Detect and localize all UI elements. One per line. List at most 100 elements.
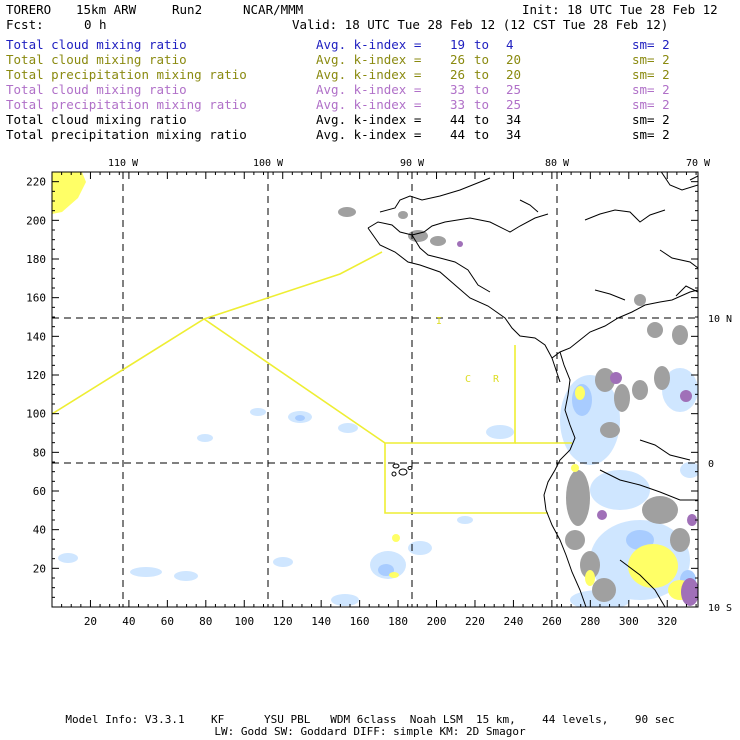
lat-label-10s: 10 S — [708, 603, 732, 614]
legend-smoothing: sm= 2 — [632, 97, 670, 112]
country-label-c: C — [465, 374, 471, 385]
x-tick-label: 180 — [388, 615, 408, 628]
gray-cloud-areas — [338, 207, 690, 602]
init-time: Init: 18 UTC Tue 28 Feb 12 — [522, 2, 718, 17]
legend-k-end: 34 — [506, 112, 522, 127]
lat-label-10n: 10 N — [708, 314, 732, 325]
legend-to: to — [474, 112, 490, 127]
x-tick-label: 300 — [619, 615, 639, 628]
map-frame — [51, 171, 699, 608]
valid-time: Valid: 18 UTC Tue 28 Feb 12 (12 CST Tue … — [292, 17, 669, 32]
legend-k-start: 19 — [450, 37, 466, 52]
y-tick-label: 120 — [26, 369, 46, 382]
country-label-r: R — [493, 374, 500, 385]
legend-row: Total precipitation mixing ratio Avg. k-i… — [6, 127, 734, 142]
legend-k-end: 4 — [506, 37, 514, 52]
legend-row: Total precipitation mixing ratio Avg. k-i… — [6, 97, 734, 112]
coastlines — [367, 172, 698, 607]
y-tick-label: 80 — [33, 446, 46, 459]
model-info-line: Model Info: V3.3.1 KF YSU PBL WDM 6class… — [65, 713, 675, 726]
legend-field: Total cloud mixing ratio — [6, 37, 187, 52]
legend-index: Avg. k-index = — [316, 67, 422, 82]
light-cloud-areas — [58, 368, 698, 607]
lon-label-100w: 100 W — [253, 158, 284, 169]
legend-row: Total cloud mixing ratio Avg. k-index = 26… — [6, 52, 734, 67]
y-tick-label: 140 — [26, 330, 46, 343]
legend-field: Total precipitation mixing ratio — [6, 67, 247, 82]
legend-index: Avg. k-index = — [316, 112, 422, 127]
y-tick-label: 20 — [33, 562, 46, 575]
x-tick-label: 160 — [350, 615, 370, 628]
legend-k-start: 26 — [450, 52, 466, 67]
x-tick-label: 120 — [273, 615, 293, 628]
legend-k-end: 25 — [506, 82, 522, 97]
zone-boundaries — [52, 251, 572, 514]
y-tick-label: 180 — [26, 253, 46, 266]
org-label: NCAR/MMM — [243, 2, 304, 17]
legend-index: Avg. k-index = — [316, 52, 422, 67]
purple-precip-areas — [457, 241, 698, 606]
legend-to: to — [474, 67, 490, 82]
lat-label-0: 0 — [708, 459, 714, 470]
lon-label-70w: 70 W — [686, 158, 711, 169]
legend-field: Total cloud mixing ratio — [6, 112, 187, 127]
legend-k-start: 44 — [450, 112, 466, 127]
legend-to: to — [474, 37, 490, 52]
legend-to: to — [474, 52, 490, 67]
forecast-label: Fcst: — [6, 17, 44, 32]
lon-label-80w: 80 W — [545, 158, 570, 169]
model-resolution: 15km ARW — [76, 2, 137, 17]
legend-k-end: 20 — [506, 52, 522, 67]
legend-row: Total cloud mixing ratio Avg. k-index = 33… — [6, 82, 734, 97]
legend-index: Avg. k-index = — [316, 82, 422, 97]
legend-k-start: 33 — [450, 97, 466, 112]
legend-row: Total cloud mixing ratio Avg. k-index = 19… — [6, 37, 734, 52]
y-tick-label: 220 — [26, 176, 46, 189]
x-tick-label: 40 — [122, 615, 135, 628]
legend-k-start: 33 — [450, 82, 466, 97]
legend-k-start: 26 — [450, 67, 466, 82]
legend-smoothing: sm= 2 — [632, 52, 670, 67]
legend-smoothing: sm= 2 — [632, 127, 670, 142]
y-tick-label: 100 — [26, 408, 46, 421]
x-tick-label: 320 — [657, 615, 677, 628]
y-tick-label: 60 — [33, 485, 46, 498]
run-label: Run2 — [172, 2, 203, 17]
y-tick-label: 40 — [33, 524, 46, 537]
legend-field: Total precipitation mixing ratio — [6, 97, 247, 112]
x-tick-label: 200 — [427, 615, 447, 628]
physics-info-line: LW: Godd SW: Goddard DIFF: simple KM: 2D… — [214, 725, 526, 738]
legend-row: Total cloud mixing ratio Avg. k-index = 44… — [6, 112, 734, 127]
y-tick-label: 160 — [26, 292, 46, 305]
legend-smoothing: sm= 2 — [632, 112, 670, 127]
x-tick-label: 140 — [311, 615, 331, 628]
legend-to: to — [474, 127, 490, 142]
island-label: I — [436, 316, 442, 327]
legend-index: Avg. k-index = — [316, 97, 422, 112]
legend-field: Total cloud mixing ratio — [6, 52, 187, 67]
x-tick-label: 280 — [580, 615, 600, 628]
legend-smoothing: sm= 2 — [632, 37, 670, 52]
legend-k-end: 20 — [506, 67, 522, 82]
x-tick-label: 240 — [503, 615, 523, 628]
yellow-precip-areas — [52, 172, 692, 600]
x-tick-label: 60 — [161, 615, 174, 628]
legend-row: Total precipitation mixing ratio Avg. k-i… — [6, 67, 734, 82]
legend-k-start: 44 — [450, 127, 466, 142]
legend-field: Total cloud mixing ratio — [6, 82, 187, 97]
legend-to: to — [474, 97, 490, 112]
legend-smoothing: sm= 2 — [632, 67, 670, 82]
legend-to: to — [474, 82, 490, 97]
legend-index: Avg. k-index = — [316, 127, 422, 142]
grid-ticks: 20 40 60 80 100 120 140 160 180 200 220 240 260 280 30… — [26, 172, 698, 628]
legend-k-end: 34 — [506, 127, 522, 142]
model-name: TORERO — [6, 2, 52, 17]
legend-field: Total precipitation mixing ratio — [6, 127, 247, 142]
x-tick-label: 20 — [84, 615, 97, 628]
legend-k-end: 25 — [506, 97, 522, 112]
x-tick-label: 260 — [542, 615, 562, 628]
x-tick-label: 80 — [199, 615, 212, 628]
y-tick-label: 200 — [26, 214, 46, 227]
lon-label-90w: 90 W — [400, 158, 425, 169]
